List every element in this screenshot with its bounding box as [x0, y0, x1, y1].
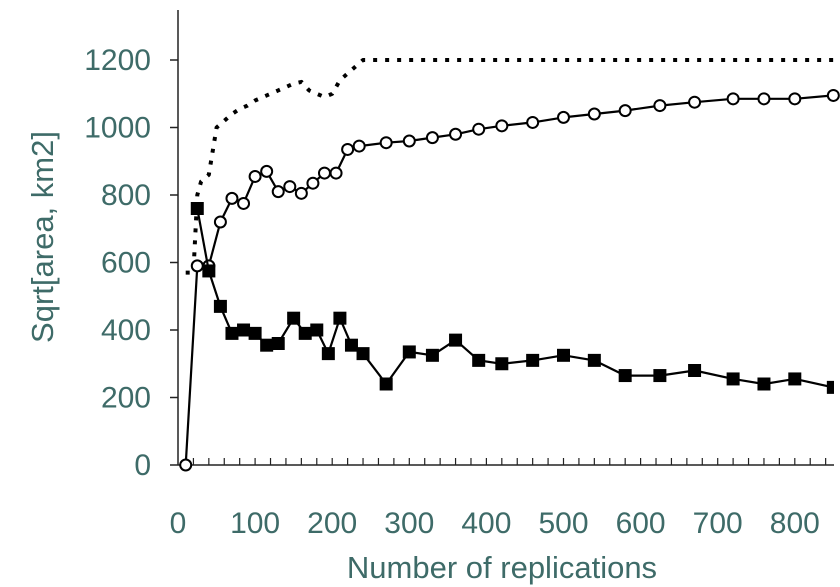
series-3-point: [287, 311, 301, 325]
y-tick-label: 0: [134, 449, 151, 482]
series-3-point: [757, 377, 771, 391]
series-2-point: [179, 458, 193, 472]
x-axis: 0 100 200 300 400 500 600 700 800: [170, 458, 834, 540]
series-2-point: [225, 191, 239, 205]
series-3-point: [449, 333, 463, 347]
series-3-point: [213, 299, 227, 313]
series-3-point: [557, 348, 570, 362]
series-2-point: [329, 166, 343, 180]
series-2-point: [495, 119, 509, 133]
series-2-point: [248, 169, 262, 183]
series-2-point: [618, 104, 632, 118]
series-2-point: [402, 134, 416, 148]
series-2-line: [184, 94, 834, 466]
series-2-point: [557, 110, 570, 124]
series-2-point: [379, 136, 393, 150]
series-3-point: [495, 357, 509, 371]
series-layer: [179, 58, 840, 472]
series-2-point: [283, 180, 297, 194]
y-axis-title: Sqrt[area, km2]: [25, 131, 60, 343]
series-3-point: [726, 372, 740, 386]
series-3-point: [310, 323, 324, 337]
x-tick-label: 500: [538, 507, 588, 540]
series-2-point: [587, 107, 601, 121]
series-3-point: [356, 347, 370, 361]
y-tick-label: 200: [101, 382, 151, 415]
series-3-point: [826, 380, 834, 394]
series-2-point: [237, 196, 251, 210]
series-3-point: [379, 377, 393, 391]
series-3-point: [526, 353, 540, 367]
series-3-line: [196, 208, 834, 389]
series-3-point: [472, 353, 486, 367]
x-axis-title: Number of replications: [347, 550, 657, 585]
series-2-point: [425, 131, 439, 145]
series-2-point: [653, 99, 667, 113]
series-2-point: [260, 164, 274, 178]
series-3-point: [248, 326, 262, 340]
series-2-point: [352, 139, 366, 153]
series-3-point: [344, 338, 358, 352]
series-3-point: [618, 369, 632, 383]
y-tick-label: 800: [101, 179, 151, 212]
series-3-point: [260, 338, 274, 352]
series-3-point: [271, 337, 285, 350]
x-tick-label: 800: [770, 507, 820, 540]
series-2-point: [726, 92, 740, 106]
x-tick-label: 100: [230, 507, 280, 540]
series-3-point: [653, 369, 667, 383]
x-tick-label: 300: [384, 507, 434, 540]
y-tick-label: 600: [101, 247, 151, 280]
series-2-point: [826, 88, 840, 102]
series-2-point: [190, 259, 204, 273]
y-tick-label: 1000: [84, 112, 151, 145]
series-2-point: [757, 92, 771, 106]
x-tick-label: 0: [170, 507, 187, 540]
x-tick-label: 700: [693, 507, 743, 540]
series-2-point: [213, 215, 227, 229]
x-tick-label: 600: [616, 507, 666, 540]
series-2-point: [688, 95, 702, 109]
series-3-point: [425, 348, 439, 362]
series-3-point: [225, 326, 239, 340]
series-2-point: [294, 186, 308, 200]
series-3-point: [788, 372, 802, 386]
series-2-point: [526, 115, 540, 129]
series-3-point: [202, 264, 216, 278]
series-2-point: [449, 127, 463, 141]
series-3-point: [190, 202, 204, 215]
y-axis: 0 200 400 600 800 1000 1200: [84, 10, 179, 482]
y-tick-label: 400: [101, 314, 151, 347]
series-3-point: [237, 323, 251, 337]
series-3-point: [298, 326, 312, 340]
series-3-point: [688, 364, 702, 377]
series-2-point: [472, 122, 486, 136]
series-2-point: [788, 92, 802, 106]
series-2-point: [317, 166, 331, 180]
series-2-point: [341, 142, 355, 156]
series-3-point: [333, 311, 347, 325]
series-3-point: [587, 353, 601, 367]
series-2-point: [306, 176, 320, 190]
x-tick-label: 400: [461, 507, 511, 540]
series-2-point: [271, 185, 285, 199]
series-1-line: [185, 58, 834, 275]
series-3-point: [402, 345, 416, 359]
y-tick-label: 1200: [84, 44, 151, 77]
x-tick-label: 200: [307, 507, 357, 540]
series-3-point: [321, 347, 335, 361]
